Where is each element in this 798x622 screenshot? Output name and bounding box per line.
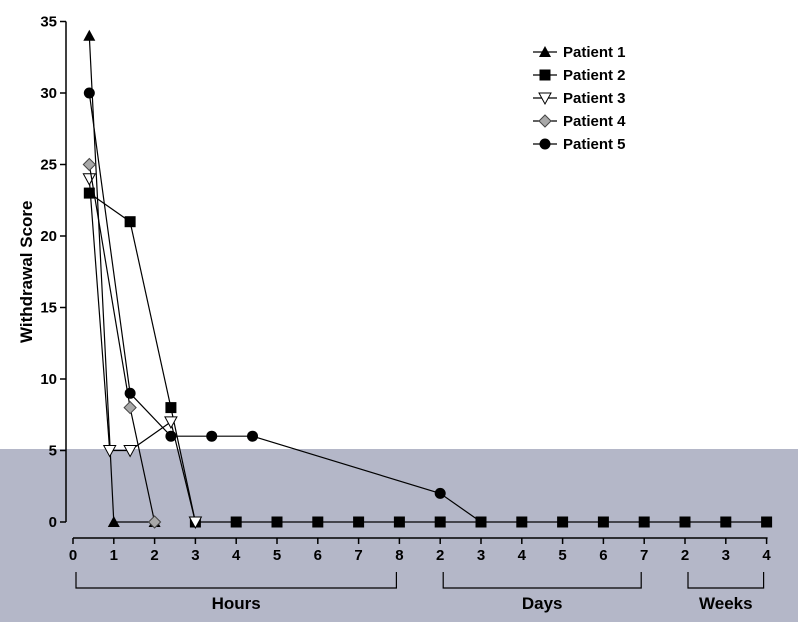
legend-label: Patient 2 [563, 67, 626, 84]
overlay-band [0, 449, 798, 622]
data-point [83, 87, 95, 99]
data-point [761, 516, 773, 528]
y-tick-label: 25 [40, 157, 57, 174]
y-tick-label: 35 [40, 14, 57, 31]
data-point [597, 516, 609, 528]
data-point [516, 516, 528, 528]
x-tick-label: 2 [681, 547, 689, 564]
legend-item: Patient 2 [533, 67, 626, 84]
legend-marker [539, 46, 551, 57]
legend-item: Patient 4 [533, 113, 626, 130]
y-tick-label: 10 [40, 371, 57, 388]
x-tick-label: 3 [477, 547, 485, 564]
y-axis-title: Withdrawal Score [17, 201, 36, 344]
x-tick-label: 0 [69, 547, 77, 564]
x-tick-label: 2 [150, 547, 158, 564]
legend-label: Patient 3 [563, 90, 626, 107]
data-point [434, 487, 446, 499]
legend-marker [538, 92, 552, 106]
legend-item: Patient 3 [533, 90, 626, 107]
legend-marker [539, 138, 551, 150]
y-tick-label: 20 [40, 228, 57, 245]
x-group-label: Days [522, 594, 563, 613]
x-tick-label: 4 [518, 547, 527, 564]
data-point [206, 430, 218, 442]
x-tick-label: 4 [762, 547, 771, 564]
data-point [393, 516, 405, 528]
legend-item: Patient 5 [533, 136, 626, 153]
data-point [147, 515, 162, 529]
x-tick-label: 2 [436, 547, 444, 564]
data-point [475, 516, 487, 528]
y-tick-label: 0 [49, 514, 57, 531]
data-point [188, 516, 203, 530]
series-2 [83, 187, 773, 528]
x-group-bracket [75, 572, 397, 589]
data-point [82, 157, 97, 172]
data-point [124, 387, 136, 399]
y-tick-label: 15 [40, 300, 57, 317]
series-1 [83, 29, 161, 527]
data-point [123, 400, 137, 415]
series-line [88, 192, 767, 523]
series-line [88, 92, 482, 523]
data-point [83, 187, 95, 199]
legend-label: Patient 5 [563, 136, 626, 153]
data-point [557, 516, 569, 528]
series-line [88, 35, 155, 523]
data-point [82, 173, 97, 186]
x-tick-label: 3 [722, 547, 730, 564]
x-group-label: Hours [212, 594, 261, 613]
x-tick-label: 6 [599, 547, 607, 564]
y-tick-label: 5 [49, 443, 57, 460]
x-group-bracket [442, 572, 642, 589]
data-point [124, 216, 136, 228]
x-tick-label: 5 [558, 547, 566, 564]
series-line [88, 164, 156, 523]
data-point [353, 516, 365, 528]
data-point [165, 402, 177, 414]
x-group-bracket [687, 572, 765, 589]
series-5 [83, 87, 487, 528]
x-group-label: Weeks [699, 594, 753, 613]
data-point [102, 445, 117, 458]
data-point [230, 516, 242, 528]
x-tick-label: 5 [273, 547, 281, 564]
data-point [720, 516, 732, 528]
legend-label: Patient 1 [563, 44, 626, 61]
y-tick-label: 30 [40, 85, 57, 102]
legend-marker [538, 114, 552, 128]
data-point [107, 516, 120, 527]
data-point [247, 430, 259, 442]
data-point [312, 516, 324, 528]
data-point [434, 516, 446, 528]
legend-item: Patient 1 [533, 44, 626, 61]
x-tick-label: 4 [232, 547, 241, 564]
x-tick-label: 6 [314, 547, 322, 564]
x-tick-label: 3 [191, 547, 199, 564]
series-3 [82, 173, 203, 530]
data-point [638, 516, 650, 528]
x-tick-label: 8 [395, 547, 403, 564]
data-point [165, 430, 177, 442]
data-point [271, 516, 283, 528]
x-tick-label: 1 [110, 547, 118, 564]
legend-marker [539, 69, 551, 81]
x-tick-label: 7 [640, 547, 648, 564]
data-point [164, 416, 178, 429]
legend-label: Patient 4 [563, 113, 626, 130]
data-point [123, 445, 137, 458]
data-point [679, 516, 691, 528]
series-4 [82, 157, 162, 529]
x-tick-label: 7 [354, 547, 362, 564]
data-point [83, 29, 96, 41]
